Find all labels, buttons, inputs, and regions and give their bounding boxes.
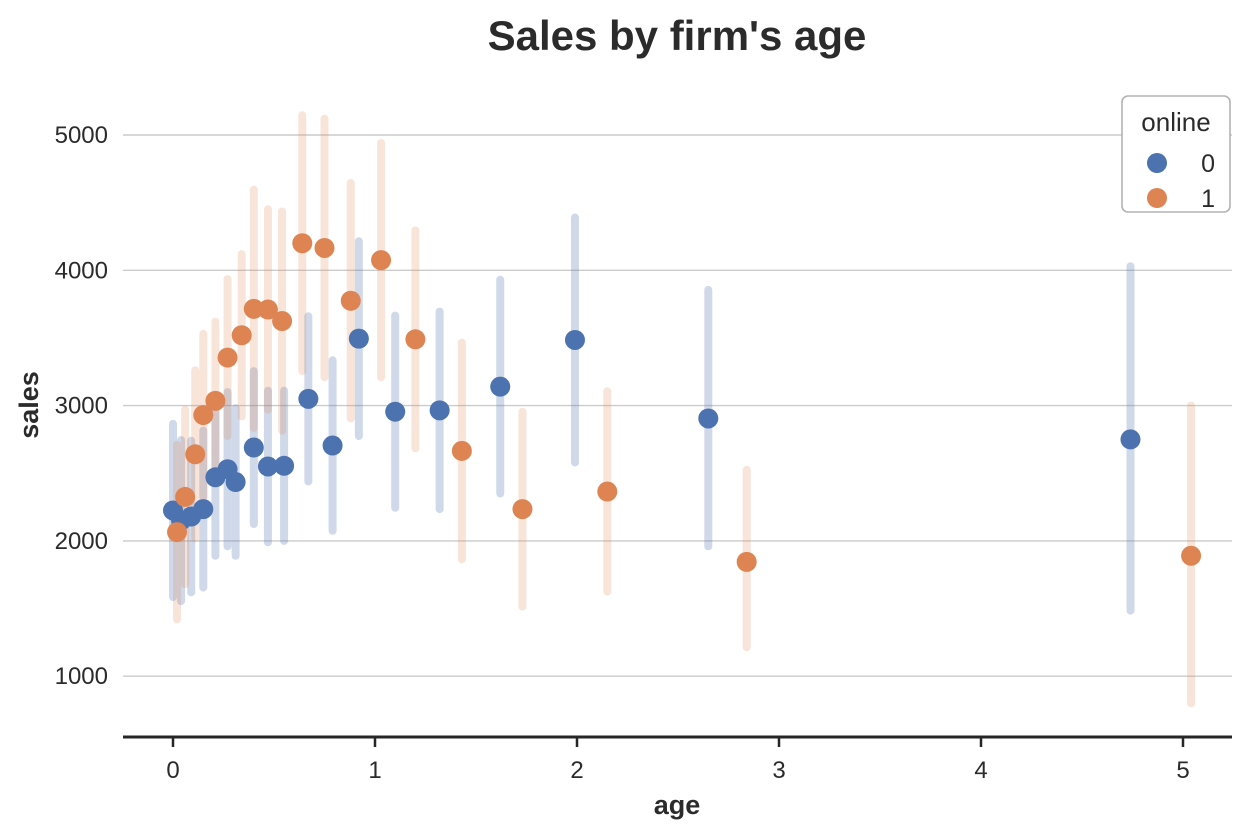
legend-swatch <box>1147 188 1167 208</box>
data-point <box>490 376 511 397</box>
y-tick-label: 3000 <box>55 393 108 420</box>
data-point <box>736 551 757 572</box>
data-point <box>231 325 252 346</box>
data-point <box>225 472 246 493</box>
x-tick-label: 5 <box>1176 757 1189 784</box>
legend-label: 1 <box>1201 185 1215 213</box>
x-tick-label: 1 <box>368 757 381 784</box>
data-point <box>185 444 206 465</box>
data-point <box>314 237 335 258</box>
data-point <box>243 298 264 319</box>
x-tick-label: 0 <box>166 757 179 784</box>
data-point <box>429 400 450 421</box>
data-point <box>193 405 214 426</box>
data-point <box>292 233 313 254</box>
data-point <box>243 437 264 458</box>
y-tick-label: 1000 <box>55 663 108 690</box>
data-point <box>257 456 278 477</box>
y-axis-label: sales <box>14 371 44 439</box>
chart-title: Sales by firm's age <box>488 12 867 59</box>
data-point <box>298 388 319 409</box>
data-point <box>274 455 295 476</box>
data-point <box>340 290 361 311</box>
legend-title: online <box>1141 107 1210 137</box>
x-tick-label: 3 <box>772 757 785 784</box>
data-point <box>597 481 618 502</box>
data-point <box>451 440 472 461</box>
data-point <box>385 401 406 422</box>
y-tick-label: 2000 <box>55 528 108 555</box>
data-point <box>257 299 278 320</box>
y-tick-label: 5000 <box>55 122 108 149</box>
data-point <box>322 435 343 456</box>
y-tick-label: 4000 <box>55 257 108 284</box>
legend-swatch <box>1147 153 1167 173</box>
data-point <box>205 390 226 411</box>
x-tick-label: 2 <box>570 757 583 784</box>
data-point <box>1181 545 1202 566</box>
x-axis-label: age <box>654 790 701 820</box>
data-point <box>272 311 293 332</box>
data-point <box>175 486 196 507</box>
data-point <box>193 499 214 520</box>
data-point <box>1120 429 1141 450</box>
data-point <box>217 347 238 368</box>
data-point <box>405 329 426 350</box>
x-tick-label: 4 <box>974 757 987 784</box>
data-point <box>564 329 585 350</box>
data-point <box>371 250 392 271</box>
legend-label: 0 <box>1201 150 1215 178</box>
data-point <box>512 499 533 520</box>
data-point <box>698 408 719 429</box>
legend-box <box>1121 95 1231 213</box>
data-point <box>167 522 188 543</box>
data-point <box>348 328 369 349</box>
